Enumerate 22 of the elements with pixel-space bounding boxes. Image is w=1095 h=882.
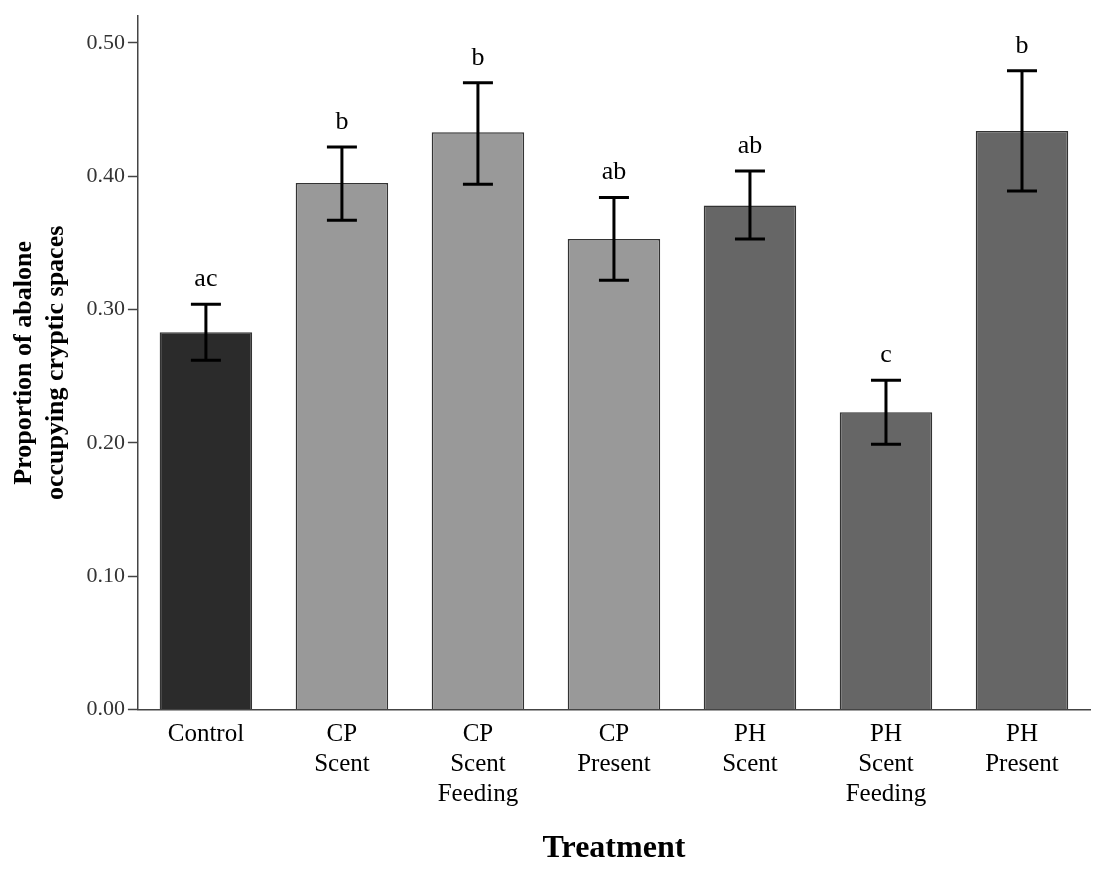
annotation: b <box>1015 29 1029 59</box>
x-tick-label: PH Present <box>985 719 1059 777</box>
y-tick-label: 0.10 <box>86 562 125 588</box>
x-tick-label: Control <box>167 719 245 747</box>
y-tick-label: 0.50 <box>86 28 125 54</box>
y-axis-title: Proportion of abalone occupying cryptic spaces <box>8 225 69 501</box>
x-tick-label: CP Scent <box>314 719 370 777</box>
annotation: b <box>471 41 485 71</box>
y-tick-label: 0.00 <box>86 695 125 721</box>
annotation: b <box>335 105 349 135</box>
x-tick-label: CP Scent Feeding <box>437 719 519 807</box>
x-tick-label: PH Scent Feeding <box>845 719 927 807</box>
annotation: ac <box>194 263 218 293</box>
y-tick-label: 0.40 <box>86 162 125 187</box>
x-tick-label: CP Present <box>577 719 651 777</box>
x-tick-label: PH Scent <box>722 719 778 777</box>
annotation: ab <box>601 156 627 186</box>
y-tick-label: 0.20 <box>86 428 125 454</box>
annotation: c <box>880 339 892 369</box>
x-axis-title: Treatment <box>542 828 686 865</box>
y-tick-label: 0.30 <box>86 295 125 321</box>
annotation: ab <box>737 129 763 159</box>
